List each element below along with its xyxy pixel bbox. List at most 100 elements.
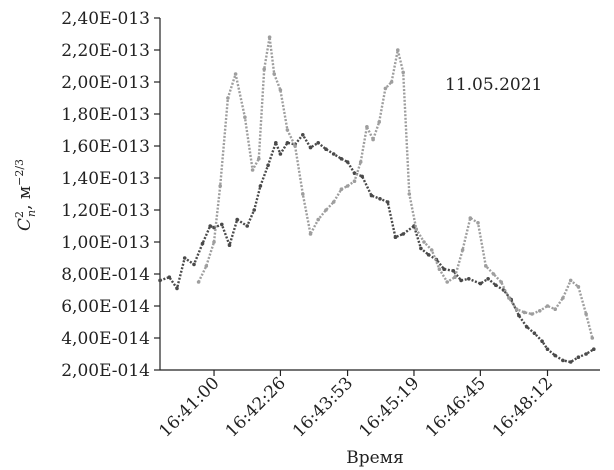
series-1-point [182,256,187,260]
y-axis-symbol: C [15,218,35,231]
series-1-point [584,352,588,356]
series-2 [196,35,595,340]
series-1-point [266,163,270,167]
series-2-point [212,240,216,244]
series-1 [158,133,596,364]
series-2-point [308,232,313,236]
series-1-point [220,222,224,227]
series-1-point [540,339,544,344]
series-1-point [158,278,162,283]
y-axis-units: м [15,186,35,199]
series-1-point [369,193,374,198]
series-1-point [308,145,313,150]
series-2-point [514,307,519,312]
series-2-point [233,72,238,76]
series-2-point [365,125,369,129]
series-2-point [553,307,557,312]
series-2-point [414,227,419,231]
series-1-point [200,241,205,246]
series-2-point [250,168,255,172]
y-tick-label: 2,00E-014 [61,361,150,381]
series-1-point [258,184,263,188]
series-2-point [437,267,442,272]
series-1-point [486,277,490,281]
series-2-point [460,248,465,252]
series-1-point [532,331,537,336]
series-1-point [278,152,283,156]
y-tick-label: 1,80E-013 [61,105,150,125]
series-1-point [568,360,573,364]
series-2-point [445,280,450,284]
series-2-point [331,200,336,204]
x-tick-label: 16:45:19 [355,373,423,441]
series-2-point [507,296,511,300]
x-tick-label: 16:41:00 [155,373,223,441]
x-axis-title: Время [346,448,403,468]
series-2-point [339,187,344,191]
series-2-point [371,137,375,142]
y-tick-label: 2,40E-013 [61,9,150,29]
series-1-point [451,269,456,273]
y-tick-label: 1,20E-013 [61,201,150,221]
series-1-point [467,277,471,281]
y-axis-superscript: 2 [13,211,26,218]
series-1-point [385,200,390,204]
series-2-point [491,272,496,276]
series-2-point [522,310,527,315]
y-tick-label: 2,00E-013 [61,73,150,93]
y-axis-subscript: n [25,210,38,217]
series-1-point [393,235,398,239]
y-tick-label: 6,00E-014 [61,297,150,317]
series-2-point [204,264,209,268]
series-2-point [278,88,283,92]
series-1-point [274,141,278,145]
series-1-point [459,278,463,283]
series-1-point [339,157,344,161]
series-1-point [331,152,336,156]
series-2-point [267,35,272,39]
series-layer [158,35,596,364]
series-1-point [478,281,483,286]
series-2-point [324,208,328,212]
series-2-point [257,157,261,161]
series-2-point [389,80,394,84]
series-2-point [358,160,363,164]
series-1-point [352,171,357,175]
series-2-point [301,192,305,196]
series-2-point [468,216,473,220]
series-2-point [407,192,412,196]
series-1-point [227,243,232,247]
series-2-point [243,115,247,119]
y-axis-title: C2n, м−2/3 [13,159,38,231]
series-1-point [285,141,290,145]
series-2-point [429,248,434,252]
series-1-point [419,246,423,251]
series-2-point [568,278,573,283]
series-1-point [301,133,305,137]
series-1-point [517,313,521,318]
series-2-point [345,184,350,188]
x-tick-label: 16:43:53 [289,373,357,441]
series-2-point [285,128,290,132]
series-1-point [324,147,328,151]
y-tick-label: 8,00E-014 [61,265,150,285]
y-axis: 2,00E-014 4,00E-014 6,00E-014 8,00E-014 1,00… [61,9,160,381]
series-2-point [576,285,581,289]
series-1-point [208,224,212,228]
y-tick-label: 1,40E-013 [61,169,150,189]
series-1-point [442,267,446,272]
series-1-point [494,283,498,288]
series-2-point [316,217,321,222]
series-2-point [561,296,565,300]
series-2-point [545,304,550,308]
series-2-point [262,67,267,71]
series-2-point [499,280,504,284]
series-2-point [226,96,230,100]
series-1-point [175,286,179,291]
date-annotation: 11.05.2021 [445,75,542,95]
series-1-point [235,217,239,222]
series-2-point [352,179,357,183]
series-2-point [396,48,400,52]
x-tick-label: 16:48:12 [489,373,557,441]
